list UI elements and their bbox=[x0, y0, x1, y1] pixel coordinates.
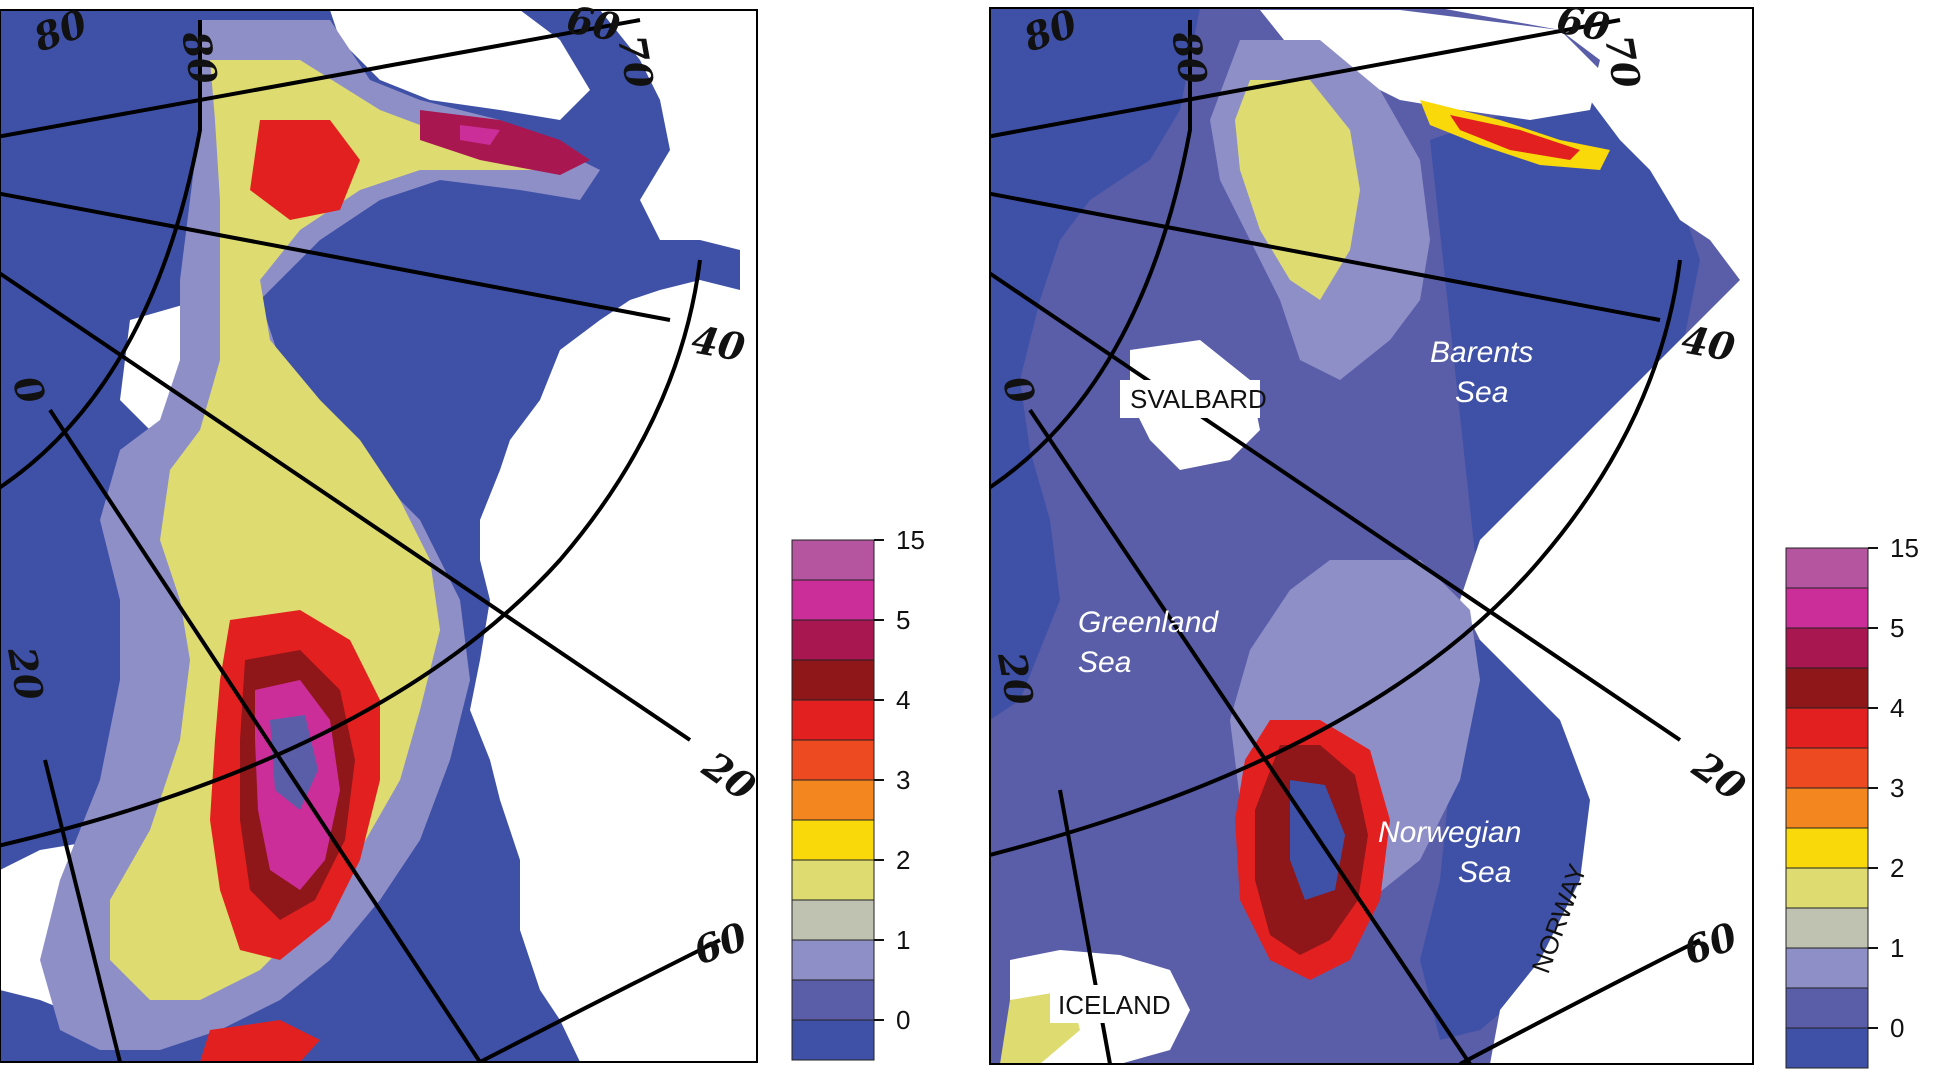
left-colorbar-swatch bbox=[791, 819, 875, 861]
left-land-east bbox=[470, 10, 757, 1062]
left-land-franz bbox=[330, 10, 590, 120]
left-zone-inner bbox=[270, 715, 318, 810]
right-colorbar-tick-label: 4 bbox=[1890, 693, 1904, 723]
label-norwegian: Norwegian bbox=[1378, 816, 1521, 849]
left-colorbar-tick-label: 0 bbox=[896, 1005, 910, 1035]
label-svalbard: SVALBARD bbox=[1130, 384, 1267, 414]
left-meridian-20 bbox=[0, 271, 692, 742]
right-land-east bbox=[1440, 8, 1753, 1064]
label-greenland-sea: Sea bbox=[1078, 646, 1131, 679]
left-colorbar-swatch bbox=[791, 779, 875, 821]
left-zone-franz-peak bbox=[460, 125, 500, 145]
left-label-60-top: 60 bbox=[563, 0, 623, 50]
right-colorbar-tick-label: 3 bbox=[1890, 773, 1904, 803]
right-map-frame bbox=[989, 7, 1754, 1065]
left-parallel-80 bbox=[0, 20, 202, 490]
left-parallel-60 bbox=[479, 938, 721, 1062]
right-colorbar: 15 5 4 3 2 1 0 bbox=[1785, 533, 1919, 1069]
right-colorbar-tick-label: 15 bbox=[1890, 533, 1919, 563]
left-label-80-axis: 80 bbox=[173, 27, 227, 88]
right-colorbar-tick-label: 5 bbox=[1890, 613, 1904, 643]
label-iceland: ICELAND bbox=[1058, 990, 1171, 1020]
left-colorbar-swatch bbox=[791, 859, 875, 901]
left-colorbar-swatch bbox=[791, 979, 875, 1021]
right-label-80-axis: 80 bbox=[1163, 27, 1217, 88]
label-norwegian-sea: Sea bbox=[1458, 856, 1511, 889]
left-meridian-20w bbox=[43, 759, 122, 1062]
right-colorbar-swatch bbox=[1785, 1027, 1869, 1069]
right-label-20w: 20 bbox=[989, 648, 1043, 709]
left-colorbar-tick-label: 3 bbox=[896, 765, 910, 795]
right-parallel-70 bbox=[990, 259, 1682, 857]
left-map-frame bbox=[0, 9, 758, 1063]
left-meridian-0 bbox=[48, 408, 482, 1062]
left-colorbar-tick-label: 5 bbox=[896, 605, 910, 635]
right-colorbar-tick-label: 2 bbox=[1890, 853, 1904, 883]
left-colorbar-tick-label: 15 bbox=[896, 525, 925, 555]
right-ocean-west bbox=[990, 8, 1200, 720]
label-greenland: Greenland bbox=[1078, 606, 1219, 639]
left-parallel-70 bbox=[0, 259, 702, 848]
label-barents-sea: Sea bbox=[1455, 376, 1508, 409]
right-colorbar-swatch bbox=[1785, 707, 1869, 749]
left-colorbar-swatch bbox=[791, 1019, 875, 1061]
label-barents: Barents bbox=[1430, 336, 1533, 369]
right-colorbar-swatch bbox=[1785, 627, 1869, 669]
left-colorbar-tick-label: 2 bbox=[896, 845, 910, 875]
right-colorbar-tick-label: 1 bbox=[1890, 933, 1904, 963]
left-colorbar-swatch bbox=[791, 739, 875, 781]
right-colorbar-swatch bbox=[1785, 747, 1869, 789]
right-parallel-80 bbox=[990, 20, 1192, 490]
right-colorbar-swatch bbox=[1785, 587, 1869, 629]
right-zone-franz-red bbox=[1450, 115, 1580, 160]
right-colorbar-swatch bbox=[1785, 987, 1869, 1029]
right-label-70-top: 70 bbox=[1596, 32, 1650, 92]
right-colorbar-swatch bbox=[1785, 827, 1869, 869]
left-zone-south-high bbox=[200, 1020, 320, 1062]
left-label-70-top: 70 bbox=[609, 32, 663, 92]
right-label-60-top: 60 bbox=[1553, 0, 1613, 50]
left-colorbar-swatch bbox=[791, 939, 875, 981]
left-meridian-40 bbox=[0, 191, 671, 322]
right-ocean-east bbox=[1430, 80, 1700, 600]
right-parallel-line bbox=[990, 18, 1621, 139]
left-colorbar-swatch bbox=[791, 579, 875, 621]
left-colorbar-swatch bbox=[791, 619, 875, 661]
right-colorbar-swatch bbox=[1785, 547, 1869, 589]
right-parallel-60 bbox=[1459, 938, 1701, 1064]
left-map bbox=[0, 10, 757, 1062]
left-colorbar-swatch bbox=[791, 899, 875, 941]
right-meridian-20 bbox=[990, 271, 1682, 742]
right-meridian-0 bbox=[1028, 408, 1472, 1064]
iceland-box bbox=[1050, 985, 1170, 1023]
right-colorbar-swatch bbox=[1785, 907, 1869, 949]
left-colorbar-tick-label: 4 bbox=[896, 685, 910, 715]
left-label-20w: 20 bbox=[0, 643, 53, 704]
right-graticule bbox=[990, 18, 1701, 1064]
left-colorbar-swatch bbox=[791, 699, 875, 741]
left-graticule bbox=[0, 18, 721, 1062]
left-parallel-line bbox=[0, 18, 641, 139]
left-colorbar-swatch bbox=[791, 659, 875, 701]
left-colorbar-swatch bbox=[791, 539, 875, 581]
right-colorbar-swatch bbox=[1785, 947, 1869, 989]
left-zone-north-high bbox=[250, 120, 360, 220]
right-colorbar-swatch bbox=[1785, 787, 1869, 829]
left-label-40: 40 bbox=[688, 317, 748, 371]
right-label-40: 40 bbox=[1678, 317, 1738, 371]
right-map bbox=[990, 8, 1753, 1064]
left-ocean-nw bbox=[0, 10, 160, 100]
right-colorbar-tick-label: 0 bbox=[1890, 1013, 1904, 1043]
svalbard-box bbox=[1120, 380, 1260, 418]
right-zone-mid bbox=[1235, 80, 1360, 300]
right-colorbar-swatch bbox=[1785, 867, 1869, 909]
right-meridian-40 bbox=[990, 191, 1661, 322]
right-colorbar-swatch bbox=[1785, 667, 1869, 709]
left-colorbar-tick-label: 1 bbox=[896, 925, 910, 955]
left-colorbar: 15 5 4 3 2 1 0 bbox=[791, 525, 925, 1061]
